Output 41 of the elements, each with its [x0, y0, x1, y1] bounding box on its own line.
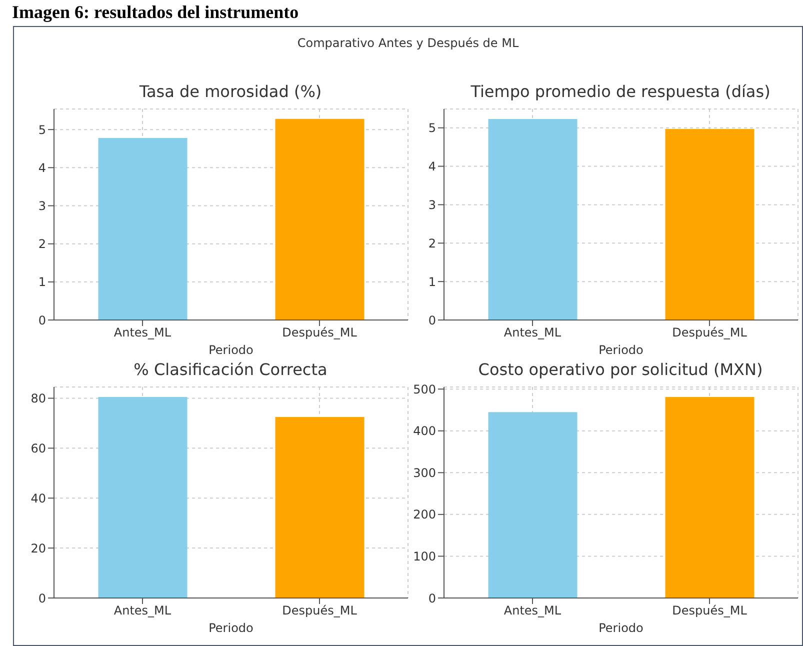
x-tick-label: Después_ML — [672, 326, 748, 340]
chart-title: Tiempo promedio de respuesta (días) — [470, 82, 772, 103]
chart-title: Costo operativo por solicitud (MXN) — [477, 360, 764, 381]
y-tick-label: 0 — [38, 591, 46, 606]
x-axis-title: Periodo — [208, 343, 254, 357]
y-tick-label: 40 — [30, 491, 46, 506]
y-tick-label: 2 — [428, 236, 436, 250]
y-tick-label: 20 — [30, 541, 46, 556]
x-axis-title: Periodo — [598, 621, 644, 635]
x-tick-label: Después_ML — [282, 326, 358, 340]
x-tick-label: Antes_ML — [504, 326, 562, 340]
y-tick-label: 500 — [413, 382, 436, 396]
y-tick-label: 1 — [38, 275, 46, 290]
y-tick-label: 4 — [38, 160, 46, 175]
y-tick-label: 4 — [428, 160, 436, 174]
x-tick-label: Después_ML — [672, 604, 748, 618]
y-tick-label: 400 — [413, 424, 436, 438]
x-tick-label: Después_ML — [282, 604, 358, 618]
y-tick-label: 60 — [30, 441, 46, 456]
x-tick-label: Antes_ML — [114, 326, 172, 340]
y-tick-label: 3 — [38, 199, 46, 213]
y-tick-label: 2 — [38, 237, 46, 252]
text: Comparativo Antes y Después de ML — [296, 36, 520, 50]
x-tick-label: Antes_ML — [114, 604, 172, 618]
y-tick-label: 300 — [413, 466, 436, 480]
y-tick-label: 5 — [38, 122, 46, 137]
y-tick-label: 0 — [428, 591, 436, 606]
x-axis-title: Periodo — [598, 343, 644, 357]
chart-title: % Clasificación Correcta — [132, 360, 328, 381]
text: Imagen 6: resultados del instrumento — [12, 2, 299, 23]
y-tick-label: 0 — [38, 313, 46, 328]
y-tick-label: 100 — [413, 549, 436, 564]
x-axis-title: Periodo — [208, 621, 254, 635]
y-tick-label: 1 — [428, 274, 436, 289]
y-tick-label: 5 — [428, 121, 436, 136]
y-tick-label: 3 — [428, 198, 436, 212]
x-tick-label: Antes_ML — [504, 604, 562, 618]
y-tick-label: 200 — [413, 508, 436, 522]
y-tick-label: 0 — [428, 313, 436, 328]
chart-title: Tasa de morosidad (%) — [138, 82, 323, 103]
y-tick-label: 80 — [30, 391, 46, 406]
